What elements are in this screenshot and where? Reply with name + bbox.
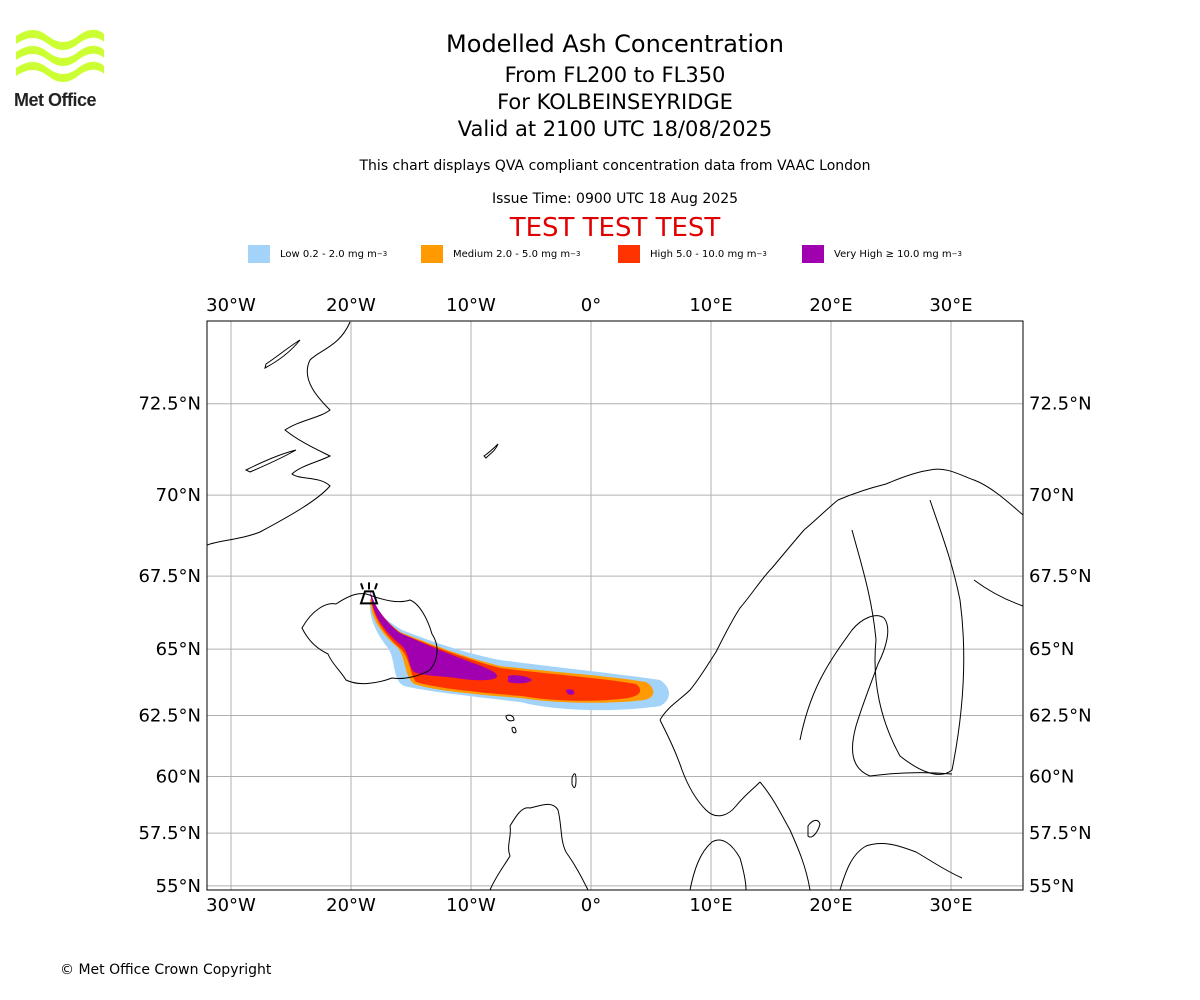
lat-label: 62.5°N bbox=[138, 705, 201, 726]
lat-label: 60°N bbox=[1029, 767, 1074, 788]
met-office-waves-icon bbox=[16, 29, 104, 82]
volcano-icon bbox=[359, 582, 379, 605]
legend-label-low: Low 0.2 - 2.0 mg m bbox=[280, 248, 377, 260]
gotland bbox=[807, 819, 821, 838]
map-layers bbox=[207, 321, 1023, 890]
lon-label: 10°E bbox=[689, 295, 732, 316]
lon-label: 0° bbox=[581, 295, 601, 316]
lat-label: 70°N bbox=[1029, 485, 1074, 506]
lat-label: 62.5°N bbox=[1029, 705, 1092, 726]
norway-coast bbox=[659, 468, 1023, 721]
legend-label-high: High 5.0 - 10.0 mg m bbox=[650, 248, 757, 260]
lon-label: 20°E bbox=[809, 895, 852, 916]
volcano-name: For KOLBEINSEYRIDGE bbox=[497, 90, 733, 114]
chart-title: Modelled Ash Concentration bbox=[446, 30, 784, 58]
baltic-states-coast bbox=[839, 843, 963, 890]
legend-swatch-high bbox=[618, 245, 640, 263]
lat-label: 67.5°N bbox=[138, 566, 201, 587]
lon-label: 30°E bbox=[929, 295, 972, 316]
legend-item-very-high: Very High ≥ 10.0 mg m −3 bbox=[802, 244, 962, 264]
graticule bbox=[207, 321, 1023, 890]
issue-time: Issue Time: 0900 UTC 18 Aug 2025 bbox=[491, 191, 739, 207]
lat-label: 57.5°N bbox=[1029, 823, 1092, 844]
chart-subtitle: This chart displays QVA compliant concen… bbox=[359, 158, 871, 174]
lon-label: 20°E bbox=[809, 295, 852, 316]
lat-label: 72.5°N bbox=[138, 394, 201, 415]
scotland-coast bbox=[489, 803, 589, 890]
ash-plume-very-high bbox=[370, 590, 498, 681]
lat-label: 55°N bbox=[1029, 876, 1074, 897]
legend-unit-exp: −3 bbox=[951, 250, 962, 258]
lon-label: 30°W bbox=[206, 895, 256, 916]
lat-label: 65°N bbox=[156, 639, 201, 660]
iceland-coast bbox=[301, 593, 438, 685]
lon-label: 20°W bbox=[326, 895, 376, 916]
lat-labels-right: 72.5°N 70°N 67.5°N 65°N 62.5°N 60°N 57.5°N 55°N bbox=[1029, 394, 1092, 897]
volcano-marker bbox=[359, 582, 379, 605]
lat-label: 65°N bbox=[1029, 639, 1074, 660]
met-office-logo: Met Office bbox=[14, 28, 114, 114]
lon-labels-top: 30°W 20°W 10°W 0° 10°E 20°E 30°E bbox=[206, 295, 972, 316]
lon-label: 30°W bbox=[206, 295, 256, 316]
legend-swatch-medium bbox=[421, 245, 443, 263]
lon-label: 30°E bbox=[929, 895, 972, 916]
greenland-coast bbox=[207, 321, 351, 546]
norway-south-coast bbox=[659, 719, 761, 817]
legend-item-medium: Medium 2.0 - 5.0 mg m −3 bbox=[421, 244, 580, 264]
legend-item-low: Low 0.2 - 2.0 mg m −3 bbox=[248, 244, 387, 264]
legend-unit-exp: −3 bbox=[376, 250, 388, 258]
legend-swatch-low bbox=[248, 245, 270, 263]
flight-level-range: From FL200 to FL350 bbox=[504, 63, 726, 87]
legend-label-very-high: Very High ≥ 10.0 mg m bbox=[834, 248, 952, 260]
ash-plume-very-high-core bbox=[508, 675, 532, 684]
lat-label: 57.5°N bbox=[138, 823, 201, 844]
met-office-logo-text: Met Office bbox=[14, 90, 97, 110]
test-banner: TEST TEST TEST bbox=[509, 213, 721, 243]
legend-item-high: High 5.0 - 10.0 mg m −3 bbox=[618, 244, 767, 264]
lon-label: 10°E bbox=[689, 895, 732, 916]
legend-unit-exp: −3 bbox=[570, 250, 581, 258]
greenland-fjord-1 bbox=[264, 339, 301, 369]
lat-label: 55°N bbox=[156, 876, 201, 897]
lat-label: 60°N bbox=[156, 767, 201, 788]
greenland-fjord-2 bbox=[244, 449, 297, 473]
shetland bbox=[571, 773, 577, 788]
lat-label: 70°N bbox=[156, 485, 201, 506]
concentration-legend: Low 0.2 - 2.0 mg m −3 Medium 2.0 - 5.0 mg… bbox=[0, 244, 1200, 264]
lon-labels-bottom: 30°W 20°W 10°W 0° 10°E 20°E 30°E bbox=[206, 895, 972, 916]
legend-label-medium: Medium 2.0 - 5.0 mg m bbox=[453, 248, 571, 260]
lat-label: 67.5°N bbox=[1029, 566, 1092, 587]
lon-label: 10°W bbox=[446, 295, 496, 316]
coastlines bbox=[207, 321, 1023, 890]
valid-time: Valid at 2100 UTC 18/08/2025 bbox=[457, 117, 773, 141]
map-frame-bg bbox=[207, 321, 1023, 890]
faroe-islands bbox=[505, 714, 517, 734]
sweden-coast bbox=[759, 781, 811, 890]
legend-swatch-very-high bbox=[802, 245, 824, 263]
map-frame bbox=[206, 320, 1024, 891]
gulf-of-bothnia bbox=[799, 615, 953, 777]
finland-russia-border bbox=[851, 499, 965, 775]
copyright-notice: © Met Office Crown Copyright bbox=[60, 962, 272, 978]
ash-plume-very-high-spot bbox=[566, 689, 575, 695]
lon-label: 10°W bbox=[446, 895, 496, 916]
russia-coast bbox=[973, 579, 1023, 607]
lat-label: 72.5°N bbox=[1029, 394, 1092, 415]
lon-label: 20°W bbox=[326, 295, 376, 316]
lon-label: 0° bbox=[581, 895, 601, 916]
denmark-coast bbox=[689, 839, 747, 890]
jan-mayen bbox=[483, 443, 499, 459]
lat-labels-left: 72.5°N 70°N 67.5°N 65°N 62.5°N 60°N 57.5°N 55°N bbox=[138, 394, 201, 897]
legend-unit-exp: −3 bbox=[756, 250, 767, 258]
